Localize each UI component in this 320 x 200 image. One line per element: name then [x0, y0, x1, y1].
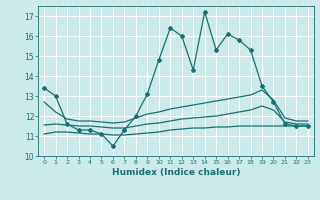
X-axis label: Humidex (Indice chaleur): Humidex (Indice chaleur): [112, 168, 240, 177]
